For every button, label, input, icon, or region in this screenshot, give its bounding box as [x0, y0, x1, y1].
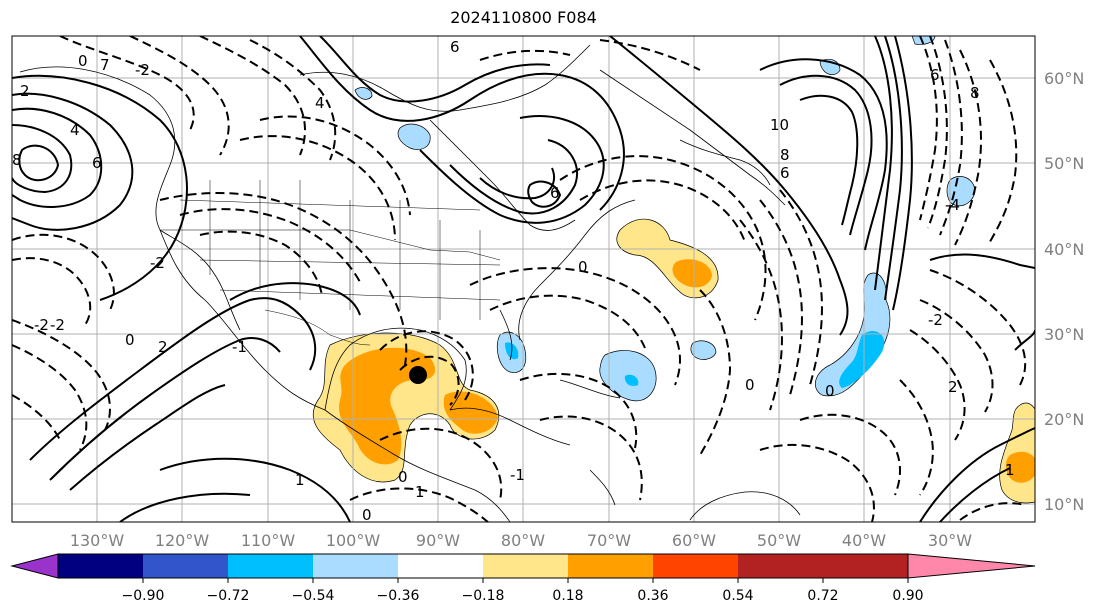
lat-label: 20°N: [1044, 410, 1084, 429]
contour-label: 1: [295, 471, 305, 489]
contour-label: 0: [398, 468, 408, 486]
colorbar-segment: [228, 554, 313, 578]
contour-label: 6: [92, 154, 102, 172]
contour-label: 4: [315, 94, 325, 112]
contour-label: 1: [1005, 461, 1015, 479]
contour-label: -2: [928, 311, 943, 329]
lon-label: 90°W: [416, 531, 460, 550]
contour-label: 0: [362, 506, 372, 524]
map-title: 2024110800 F084: [450, 8, 597, 27]
contour-label: 6: [930, 66, 940, 84]
coastlines: [19, 44, 801, 522]
lat-label: 30°N: [1044, 325, 1084, 344]
colorbar-segment: [58, 554, 143, 578]
lon-label: 70°W: [587, 531, 631, 550]
colorbar-segment: [823, 554, 908, 578]
colorbar-left-extension: [10, 553, 59, 579]
colorbar-tick-label: −0.90: [122, 588, 165, 604]
colorbar-tick-label: −0.54: [292, 588, 335, 604]
contour-label: 2: [948, 378, 958, 396]
colorbar-tick-label: −0.18: [462, 588, 505, 604]
contour-label: -2: [150, 254, 165, 272]
longitude-labels: 130°W 120°W 110°W 100°W 90°W 80°W 70°W 6…: [70, 531, 972, 550]
latitude-labels: 60°N 50°N 40°N 30°N 20°N 10°N: [1044, 69, 1084, 514]
lat-label: 10°N: [1044, 495, 1084, 514]
contour-label: -4: [945, 196, 960, 214]
colorbar-segment: [143, 554, 228, 578]
contour-label: 6: [450, 38, 460, 56]
contour-label: 0: [578, 258, 588, 276]
colorbar-tick-label: 0.18: [552, 588, 583, 604]
lon-label: 110°W: [241, 531, 296, 550]
colorbar-segment: [568, 554, 653, 578]
contour-labels: 0 7 -2 2 8 6 4 -2 -2 2 0 -2 1 -1 0 6 4 6…: [12, 38, 1015, 524]
contour-label: 8: [970, 84, 980, 102]
lon-label: 50°W: [757, 531, 801, 550]
contour-label: 0: [78, 52, 88, 70]
contour-label: 2: [20, 82, 30, 100]
political-borders: [160, 180, 501, 346]
contour-label: 8: [780, 146, 790, 164]
colorbar-right-extension: [907, 553, 1036, 579]
contour-label: -1: [232, 338, 247, 356]
lon-label: 80°W: [501, 531, 545, 550]
lon-label: 100°W: [326, 531, 381, 550]
colorbar-tick-label: 0.36: [637, 588, 668, 604]
contour-label: 6: [780, 164, 790, 182]
contour-label: 10: [770, 116, 789, 134]
lat-label: 60°N: [1044, 69, 1084, 88]
solid-contours: [12, 36, 1035, 522]
colorbar-tick-label: −0.36: [377, 588, 420, 604]
contour-label: 0: [125, 331, 135, 349]
colorbar-tick-label: 0.72: [807, 588, 838, 604]
black-dot-marker: [409, 366, 427, 384]
lon-label: 60°W: [672, 531, 716, 550]
colorbar-tick-label: 0.54: [722, 588, 753, 604]
colorbar: −0.90 −0.72 −0.54 −0.36 −0.18 0.18 0.36 …: [10, 553, 1036, 604]
contour-label: -2: [50, 316, 65, 334]
contour-label: 7: [100, 56, 110, 74]
contour-label: 6: [550, 184, 560, 202]
contour-label: -2: [135, 61, 150, 79]
colorbar-segment: [313, 554, 398, 578]
colorbar-tick-label: 0.90: [892, 588, 923, 604]
lat-label: 40°N: [1044, 240, 1084, 259]
lat-label: 50°N: [1044, 154, 1084, 173]
colorbar-tick-label: −0.72: [207, 588, 250, 604]
contour-label: 0: [745, 376, 755, 394]
contour-label: 4: [70, 121, 80, 139]
lon-label: 120°W: [155, 531, 210, 550]
graticule: [12, 36, 1035, 522]
contour-label: 2: [158, 338, 168, 356]
map-area: 0 7 -2 2 8 6 4 -2 -2 2 0 -2 1 -1 0 6 4 6…: [12, 36, 1035, 524]
colorbar-segment: [653, 554, 738, 578]
contour-label: 0: [825, 382, 835, 400]
contour-label: -1: [510, 466, 525, 484]
map-border: [11, 35, 1036, 523]
contour-label: 8: [12, 151, 22, 169]
colorbar-segment: [398, 554, 483, 578]
lon-label: 130°W: [70, 531, 125, 550]
lon-label: 40°W: [842, 531, 886, 550]
colorbar-segment: [738, 554, 823, 578]
contour-label: 1: [415, 483, 425, 501]
positive-anomaly-shading: [312, 218, 1035, 504]
dashed-contours: [12, 36, 1027, 522]
colorbar-segment: [483, 554, 568, 578]
lon-label: 30°W: [928, 531, 972, 550]
contour-label: -2: [34, 316, 49, 334]
